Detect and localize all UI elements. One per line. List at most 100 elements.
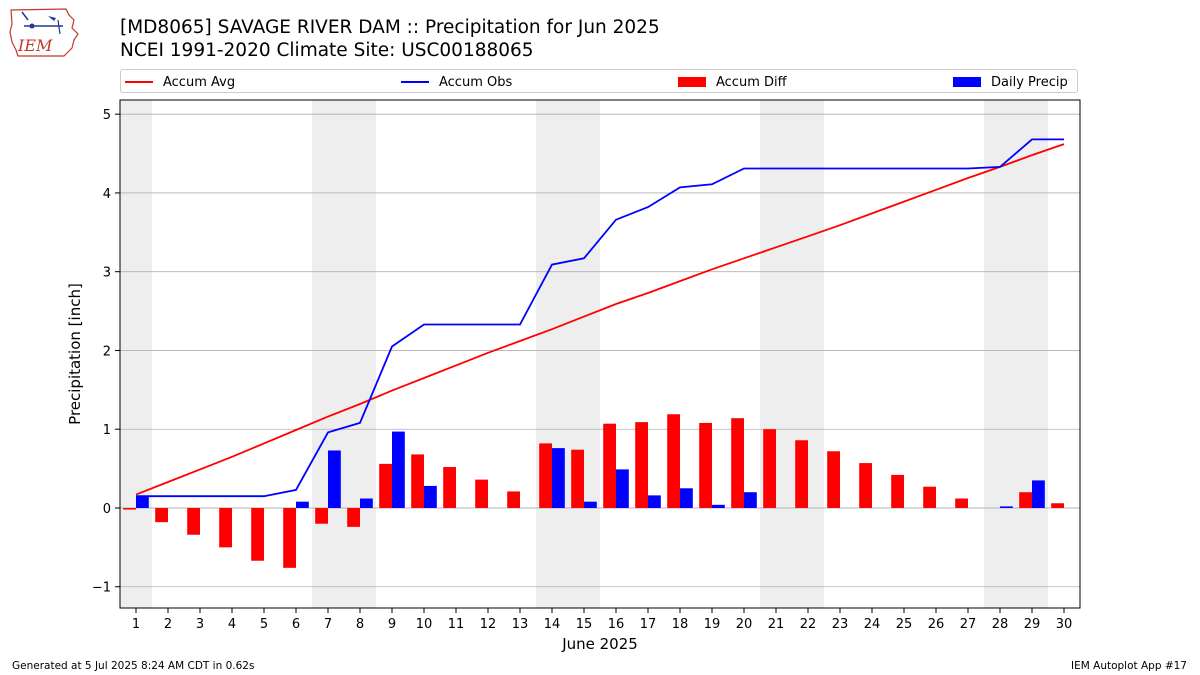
x-tick-label: 7 — [324, 617, 332, 632]
daily-precip-bar — [328, 450, 341, 508]
x-tick-label: 30 — [1056, 617, 1073, 632]
x-tick-label: 2 — [164, 617, 172, 632]
x-tick-label: 6 — [292, 617, 300, 632]
accum-diff-bar — [891, 474, 904, 508]
legend-label: Daily Precip — [991, 74, 1068, 90]
legend-swatch — [125, 81, 153, 83]
weekend-shading — [120, 100, 1048, 608]
accum-diff-bar — [379, 463, 392, 508]
x-tick-label: 19 — [704, 617, 721, 632]
y-tick-label: 4 — [103, 187, 111, 202]
y-tick-label: 3 — [103, 266, 111, 281]
accum-diff-bar — [123, 507, 136, 510]
accum-diff-bar — [603, 423, 616, 508]
daily-precip-bar — [648, 495, 661, 508]
accum-diff-bar — [507, 491, 520, 508]
x-tick-label: 5 — [260, 617, 268, 632]
x-tick-label: 17 — [640, 617, 657, 632]
y-tick-label: 1 — [103, 423, 111, 438]
accum-diff-bar — [955, 498, 968, 508]
bar-marks — [123, 414, 1064, 568]
y-tick-label: −1 — [92, 581, 111, 596]
y-axis-label: Precipitation [inch] — [66, 283, 84, 425]
x-tick-label: 9 — [388, 617, 396, 632]
x-tick-label: 1 — [132, 617, 140, 632]
weekend-shade — [984, 100, 1048, 608]
daily-precip-bar — [584, 501, 597, 508]
accum-diff-bar — [155, 507, 168, 523]
x-tick-label: 18 — [672, 617, 689, 632]
x-tick-label: 11 — [448, 617, 465, 632]
accum-diff-bar — [251, 507, 264, 561]
legend-label: Accum Obs — [439, 74, 513, 90]
x-axis-label: June 2025 — [561, 635, 638, 653]
accum-obs-line — [136, 138, 1064, 498]
accum-diff-bar — [859, 463, 872, 508]
plot-frame — [119, 99, 1081, 609]
y-tick-label: 2 — [103, 344, 111, 359]
x-tick-label: 23 — [832, 617, 849, 632]
accum-diff-bar — [283, 507, 296, 568]
weekend-shade — [120, 100, 152, 608]
legend-item-accum-diff: Accum Diff — [678, 73, 787, 91]
x-tick-label: 20 — [736, 617, 753, 632]
accum-diff-bar — [731, 418, 744, 508]
accum-diff-bar — [187, 507, 200, 535]
daily-precip-bar — [296, 501, 309, 508]
x-tick-label: 14 — [544, 617, 561, 632]
accum-diff-bar — [315, 507, 328, 524]
x-tick-label: 8 — [356, 617, 364, 632]
line-marks — [135, 138, 1065, 498]
daily-precip-bar — [680, 488, 693, 508]
legend-item-daily-precip: Daily Precip — [953, 73, 1068, 91]
x-tick-label: 3 — [196, 617, 204, 632]
daily-precip-bar — [552, 448, 565, 508]
legend: Accum Avg Accum Obs Accum Diff Daily Pre… — [120, 69, 1078, 93]
legend-swatch — [401, 81, 429, 83]
accum-diff-bar — [539, 443, 552, 508]
accum-diff-bar — [1051, 503, 1064, 508]
legend-label: Accum Avg — [163, 74, 236, 90]
legend-swatch — [953, 77, 981, 87]
accum-diff-bar — [667, 414, 680, 508]
chart-title: [MD8065] SAVAGE RIVER DAM :: Precipitati… — [120, 17, 660, 38]
x-tick-label: 22 — [800, 617, 817, 632]
accum-diff-bar — [347, 507, 360, 527]
daily-precip-bar — [424, 485, 437, 508]
accum-diff-bar — [795, 440, 808, 508]
accum-diff-bar — [475, 479, 488, 508]
accum-diff-bar — [699, 422, 712, 508]
accum-diff-bar — [219, 507, 232, 548]
y-tick-label: 0 — [103, 502, 111, 517]
x-tick-label: 27 — [960, 617, 977, 632]
daily-precip-bar — [744, 492, 757, 508]
x-tick-label: 28 — [992, 617, 1009, 632]
iem-logo: IEM — [8, 6, 80, 60]
legend-item-accum-obs: Accum Obs — [401, 73, 512, 91]
x-tick-label: 4 — [228, 617, 236, 632]
x-tick-label: 25 — [896, 617, 913, 632]
accum-diff-bar — [923, 486, 936, 508]
app-credit: IEM Autoplot App #17 — [1071, 660, 1187, 672]
weekend-shade — [536, 100, 600, 608]
legend-label: Accum Diff — [716, 74, 787, 90]
accum-diff-bar — [635, 422, 648, 508]
accum-diff-bar — [1019, 492, 1032, 508]
logo-text: IEM — [17, 36, 53, 55]
daily-precip-bar — [136, 496, 149, 508]
accum-diff-bar — [763, 429, 776, 508]
x-tick-label: 12 — [480, 617, 497, 632]
chart-subtitle: NCEI 1991-2020 Climate Site: USC00188065 — [120, 40, 534, 61]
x-tick-label: 26 — [928, 617, 945, 632]
y-tick-label: 5 — [103, 108, 111, 123]
x-tick-label: 29 — [1024, 617, 1041, 632]
x-tick-label: 16 — [608, 617, 625, 632]
x-axis-ticks: 1 2 3 4 5 6 7 8 9 10 11 12 13 14 15 16 17 18 19 20 21 22 23 24 2… — [132, 608, 1072, 632]
x-tick-label: 21 — [768, 617, 785, 632]
accum-diff-bar — [571, 449, 584, 508]
weekend-shade — [312, 100, 376, 608]
daily-precip-bar — [712, 504, 725, 508]
legend-item-accum-avg: Accum Avg — [125, 73, 235, 91]
iowa-state-outline-logo-icon: IEM — [9, 8, 79, 57]
